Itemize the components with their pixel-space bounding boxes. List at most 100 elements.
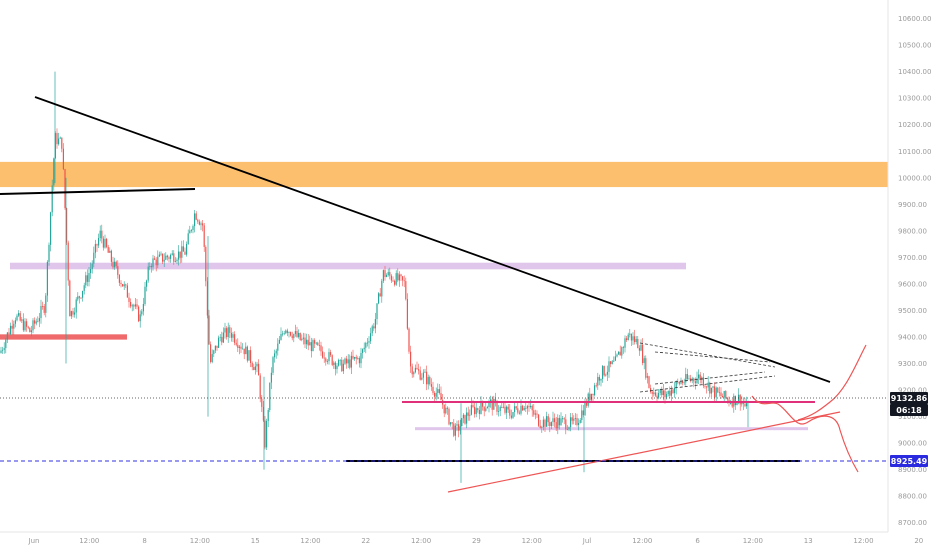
candle-body (498, 411, 500, 412)
candle-body (226, 328, 228, 338)
candle-body (222, 332, 224, 343)
candle-body (430, 384, 432, 387)
candle-body (163, 259, 165, 262)
candle-body (466, 412, 468, 424)
candle-body (346, 358, 348, 364)
candle-body (37, 321, 39, 323)
candle-body (435, 392, 437, 397)
candle-body (176, 259, 178, 262)
candle-body (694, 381, 696, 384)
candle-body (686, 374, 688, 379)
candle-body (491, 399, 493, 410)
candle-body (35, 321, 37, 324)
candle-body (376, 303, 378, 320)
candle-body (365, 342, 367, 348)
candle-body (670, 389, 672, 396)
candle-body (149, 265, 151, 267)
candle-body (267, 410, 269, 421)
candle-body (349, 359, 351, 368)
orange-resistance-zone[interactable] (0, 161, 888, 188)
candle-body (544, 419, 546, 427)
ascending-trendline[interactable] (447, 411, 841, 493)
candle-body (307, 339, 309, 346)
candle-body (243, 348, 245, 355)
candle-body (237, 344, 239, 348)
candle-body (114, 261, 116, 268)
x-tick-label: 12:00 (300, 537, 320, 545)
candle-body (597, 376, 599, 386)
candle-body (467, 412, 469, 416)
candle-body (298, 332, 300, 337)
descending-trendline[interactable] (34, 96, 831, 383)
candle-body (586, 402, 588, 406)
candle-body (434, 392, 436, 397)
candle-body (483, 406, 485, 411)
candle-body (698, 374, 700, 379)
candle-body (461, 418, 463, 427)
candle-body (739, 394, 741, 405)
candle-body (702, 377, 704, 386)
candle-body (682, 381, 684, 384)
y-tick-label: 9800.00 (898, 227, 927, 235)
candle-body (502, 406, 504, 408)
candle-body (181, 246, 183, 258)
candle-body (480, 401, 482, 415)
candle-body (690, 378, 692, 381)
candle-body (0, 350, 2, 353)
candle-body (403, 280, 405, 282)
candle-body (205, 246, 207, 282)
candle-body (424, 371, 426, 373)
candle-body (56, 133, 58, 145)
candle-body (170, 254, 172, 259)
candle-body (278, 339, 280, 344)
candle-body (718, 392, 720, 394)
y-tick-label: 9000.00 (898, 440, 927, 448)
lavender-zone-upper[interactable] (10, 262, 686, 270)
candle-body (61, 137, 63, 149)
candle-body (112, 261, 114, 268)
candle-body (314, 340, 316, 344)
candle-body (594, 385, 596, 396)
x-tick-label: Jun (28, 537, 40, 545)
candle-body (429, 377, 431, 385)
candle-body (486, 407, 488, 409)
candle-body (294, 331, 296, 335)
candle-body (523, 407, 525, 411)
horizontal-resistance-line[interactable] (0, 188, 196, 195)
candle-body (675, 381, 677, 388)
candle-body (120, 282, 122, 285)
red-support-zone[interactable] (0, 334, 127, 340)
candle-body (358, 358, 360, 364)
candle-body (571, 417, 573, 421)
candle-body (704, 385, 706, 387)
lavender-zone-lower[interactable] (415, 427, 808, 431)
candle-body (691, 378, 693, 381)
x-axis[interactable]: Jun 12:00 8 12:00 15 12:00 22 12:00 29 12:00 Jul 12… (28, 537, 932, 545)
candle-body (232, 334, 234, 338)
y-tick-label: 9500.00 (898, 307, 927, 315)
candle-body (221, 336, 223, 343)
y-tick-label: 9600.00 (898, 280, 927, 288)
candle-body (384, 270, 386, 277)
triangle-pattern[interactable] (639, 342, 776, 393)
candle-body (474, 406, 476, 415)
y-axis[interactable]: 10600.00 10500.00 10400.00 10300.00 10200.00… (898, 15, 931, 527)
candle-body (744, 403, 746, 407)
candle-body (661, 389, 663, 396)
candle-body (58, 138, 60, 145)
candle-body (19, 313, 21, 321)
candle-body (355, 356, 357, 359)
candle-body (566, 429, 568, 431)
candle-body (699, 374, 701, 380)
x-tick-label: 12:00 (411, 537, 431, 545)
candle-body (338, 360, 340, 366)
candle-body (475, 408, 477, 415)
candle-body (203, 225, 205, 247)
candle-body (371, 326, 373, 334)
candle-body (280, 333, 282, 340)
candle-body (555, 422, 557, 429)
candle-body (26, 321, 28, 327)
candle-body (648, 376, 650, 389)
